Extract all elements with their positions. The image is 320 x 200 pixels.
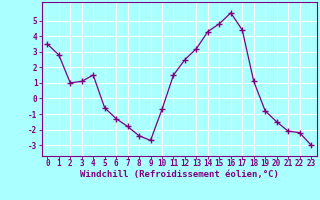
X-axis label: Windchill (Refroidissement éolien,°C): Windchill (Refroidissement éolien,°C) — [80, 170, 279, 179]
